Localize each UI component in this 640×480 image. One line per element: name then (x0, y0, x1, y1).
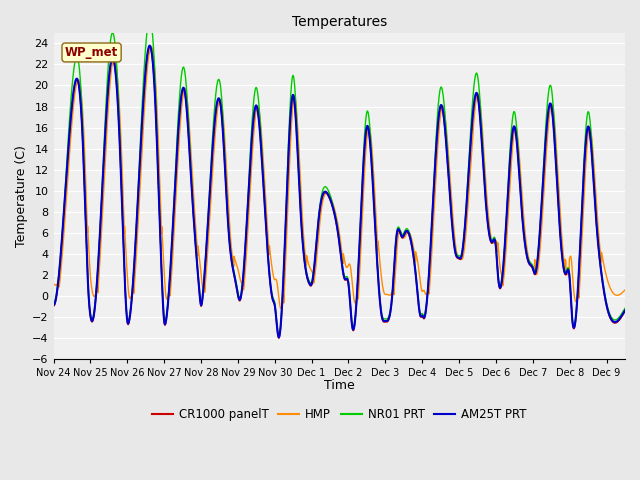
Legend: CR1000 panelT, HMP, NR01 PRT, AM25T PRT: CR1000 panelT, HMP, NR01 PRT, AM25T PRT (147, 404, 532, 426)
Text: WP_met: WP_met (65, 46, 118, 59)
Y-axis label: Temperature (C): Temperature (C) (15, 145, 28, 247)
Title: Temperatures: Temperatures (292, 15, 387, 29)
X-axis label: Time: Time (324, 379, 355, 392)
